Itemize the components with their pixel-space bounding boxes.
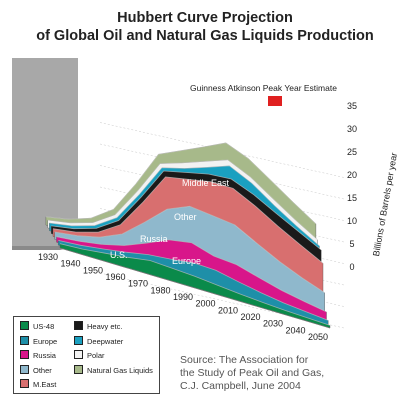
- series-edge-russia: [56, 236, 327, 313]
- legend-label: Europe: [33, 336, 58, 346]
- label-other: Other: [174, 212, 197, 222]
- x-tick-label: 1960: [106, 272, 126, 282]
- y-tick-label: 30: [347, 124, 357, 134]
- legend-label: Deepwater: [87, 336, 124, 346]
- label-russia: Russia: [140, 234, 168, 244]
- legend-item: US-48: [20, 321, 54, 331]
- x-tick-label: 2010: [218, 305, 238, 315]
- legend-label: US-48: [33, 322, 55, 331]
- label-middle-east: Middle East: [182, 178, 230, 188]
- legend-label: Heavy etc.: [87, 322, 123, 331]
- back-wall: [12, 58, 78, 246]
- y-tick-label: 20: [347, 170, 357, 180]
- legend-item: M.East: [20, 379, 56, 389]
- chart-title-line2: of Global Oil and Natural Gas Liquids Pr…: [36, 28, 374, 44]
- label-us: U.S.: [110, 250, 128, 260]
- x-axis-line: [59, 247, 331, 329]
- series-edge-deepwater: [49, 165, 320, 247]
- axis-layer: 1930194019501960197019801990200020102020…: [38, 101, 357, 342]
- legend-item: Polar: [74, 350, 105, 360]
- legend-item: Deepwater: [74, 335, 124, 346]
- peak-estimate-marker: [268, 96, 282, 106]
- legend-label: Natural Gas Liquids: [87, 365, 153, 375]
- source-line-1: Source: The Association for: [180, 354, 309, 366]
- source-line-2: the Study of Peak Oil and Gas,: [180, 367, 325, 379]
- series-edge-europe: [58, 240, 329, 321]
- series-edge-heavy-etc-: [51, 170, 322, 251]
- series-edge-polar: [47, 159, 318, 241]
- y-tick-label: 15: [347, 193, 357, 203]
- x-tick-label: 1970: [128, 279, 148, 289]
- series-edge-natural-gas-liquids: [45, 142, 317, 224]
- legend-swatch: [74, 364, 83, 374]
- y-tick-label: 35: [347, 101, 357, 111]
- y-tick-label: 0: [349, 262, 354, 272]
- x-tick-label: 2030: [263, 319, 283, 329]
- legend-swatch: [74, 350, 83, 359]
- x-tick-label: 1980: [151, 285, 171, 295]
- y-axis-label: Billions of Barrels per year: [371, 152, 399, 257]
- legend-swatch: [20, 379, 29, 388]
- legend-swatch: [74, 335, 83, 345]
- y-tick-label: 25: [347, 147, 357, 157]
- x-tick-label: 1950: [83, 265, 103, 275]
- legend-swatch: [20, 321, 29, 330]
- x-tick-label: 2040: [286, 325, 306, 335]
- legend-label: Russia: [33, 351, 56, 360]
- legend-swatch: [20, 364, 29, 374]
- legend-label: Polar: [87, 351, 105, 360]
- x-tick-label: 2020: [241, 312, 261, 322]
- y-tick-label: 5: [349, 239, 354, 249]
- chart-title-line1: Hubbert Curve Projection: [117, 10, 293, 26]
- legend-label: M.East: [33, 380, 57, 389]
- legend-label: Other: [33, 365, 52, 375]
- series-layer: [45, 142, 331, 329]
- legend-swatch: [20, 335, 29, 345]
- x-tick-label: 2000: [196, 299, 216, 309]
- legend-item: Europe: [20, 335, 58, 346]
- legend-item: Russia: [20, 350, 56, 360]
- y-tick-label: 10: [347, 216, 357, 226]
- legend-swatch: [74, 321, 83, 330]
- source-line-3: C.J. Campbell, June 2004: [180, 380, 301, 392]
- x-tick-label: 1990: [173, 292, 193, 302]
- legend-item: Natural Gas Liquids: [74, 364, 153, 375]
- peak-estimate-label: Guinness Atkinson Peak Year Estimate: [190, 83, 337, 93]
- label-europe: Europe: [172, 256, 201, 266]
- series-edge-m-east: [52, 176, 324, 264]
- source-note: Source: The Association for the Study of…: [180, 354, 400, 393]
- legend-item: Heavy etc.: [74, 321, 122, 331]
- legend-swatch: [20, 350, 29, 359]
- x-tick-label: 2050: [308, 332, 328, 342]
- x-tick-label: 1940: [61, 259, 81, 269]
- legend: US-48 Europe Russia Other M.East Heavy etc. De…: [13, 316, 160, 394]
- series-edge-other: [54, 205, 325, 294]
- legend-item: Other: [20, 364, 52, 375]
- x-tick-label: 1930: [38, 252, 58, 262]
- series-edge-us-48: [59, 243, 331, 326]
